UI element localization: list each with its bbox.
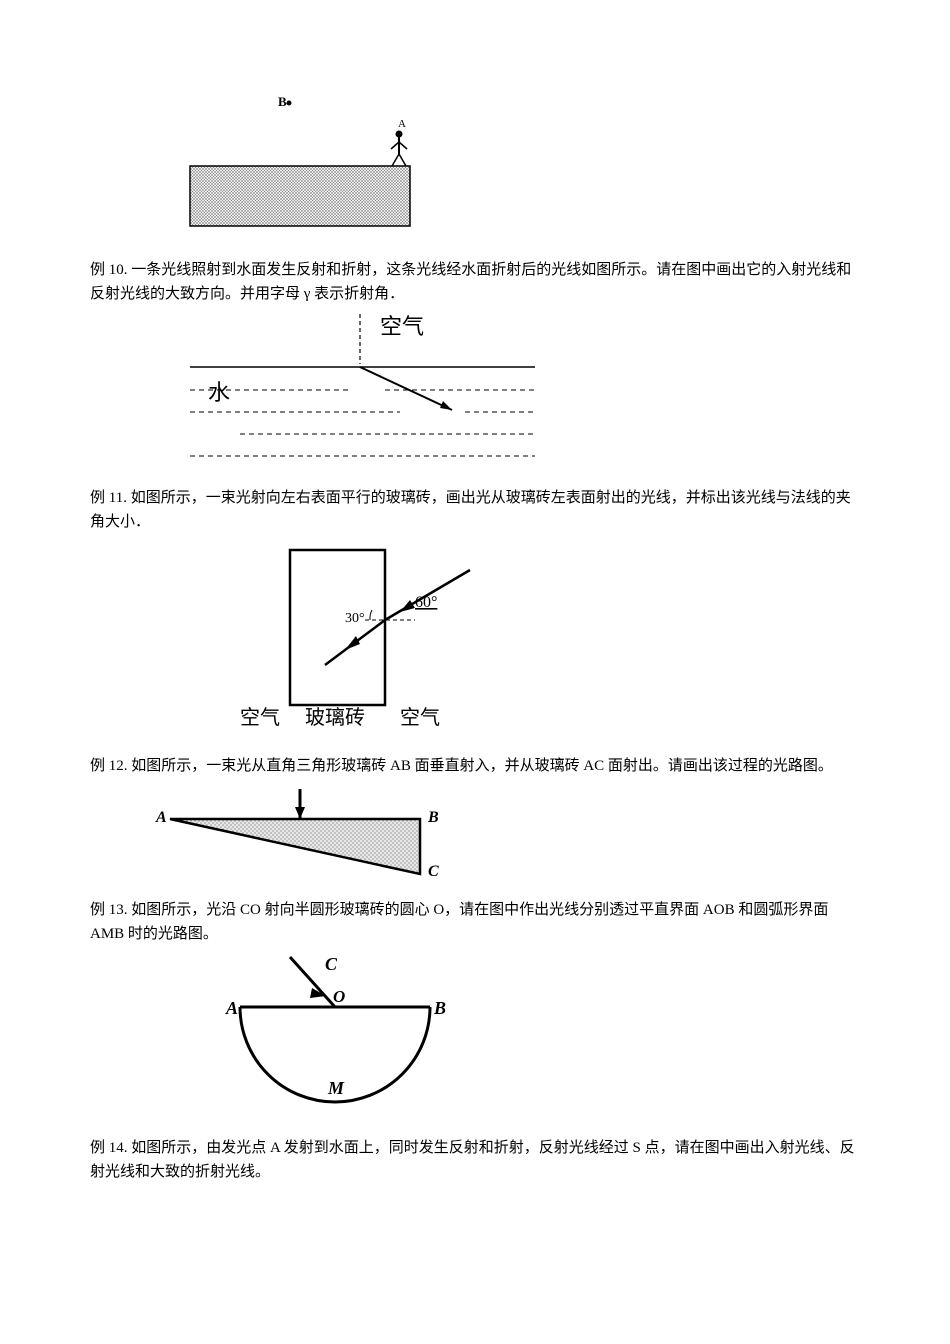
label-air: 空气 [380,314,424,339]
label-c: C [428,863,439,880]
label-a: A [155,809,167,826]
label-a: A [225,998,238,1018]
figure-10: 空气 水 [170,312,860,472]
problem-13-text: 例 13. 如图所示，光沿 CO 射向半圆形玻璃砖的圆心 O，请在图中作出光线分… [90,898,860,946]
problem-11-text: 例 11. 如图所示，一束光射向左右表面平行的玻璃砖，画出光从玻璃砖左表面射出的… [90,486,860,534]
label-c: C [325,954,338,974]
figure-13: C A O B M [220,952,860,1122]
angle-30: 30° [345,611,365,626]
figure-9: B A [170,94,860,244]
label-o: O [333,987,345,1006]
problem-10-text: 例 10. 一条光线照射到水面发生反射和折射，这条光线经水面折射后的光线如图所示… [90,258,860,306]
label-m: M [327,1078,345,1098]
label-b: B [278,94,287,109]
label-air-right: 空气 [400,706,440,729]
svg-text:A: A [398,118,406,130]
label-b: B [433,998,446,1018]
figure-12: A B C [130,784,860,884]
label-b: B [427,809,439,826]
problem-12-text: 例 12. 如图所示，一束光从直角三角形玻璃砖 AB 面垂直射入，并从玻璃砖 A… [90,754,860,778]
label-water: 水 [208,380,230,405]
label-air-left: 空气 [240,706,280,729]
angle-60: 60° [415,594,437,611]
label-glass: 玻璃砖 [305,706,365,729]
figure-11: 60° 30° 空气 玻璃砖 空气 [210,540,860,740]
problem-14-text: 例 14. 如图所示，由发光点 A 发射到水面上，同时发生反射和折射，反射光线经… [90,1136,860,1184]
